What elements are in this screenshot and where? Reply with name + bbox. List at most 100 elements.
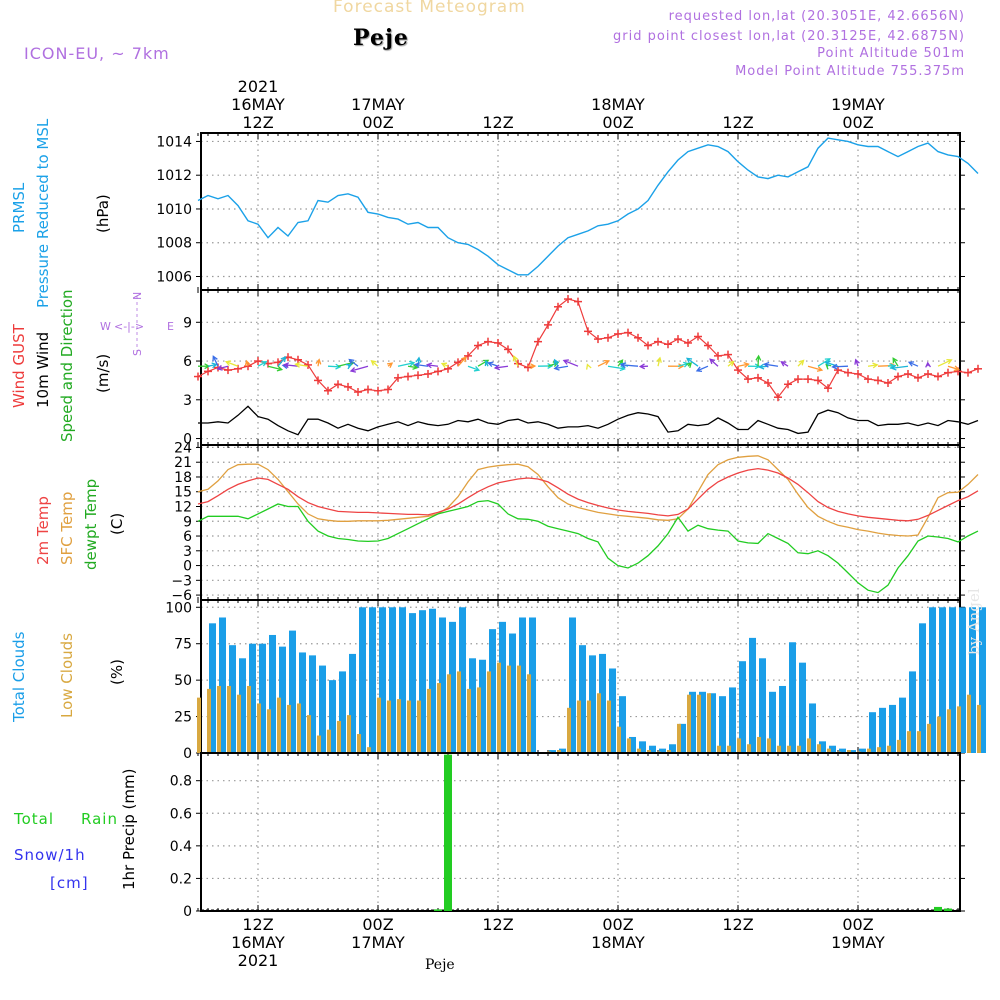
- direction-label: Speed and Direction: [58, 289, 76, 442]
- total-cloud-bar: [509, 633, 516, 753]
- y-tick-label: 12: [174, 500, 192, 516]
- low-cloud-bar: [697, 694, 701, 753]
- low-cloud-bar: [227, 685, 231, 753]
- low-cloud-bar: [737, 738, 741, 753]
- total-cloud-bar: [239, 658, 246, 753]
- compass-north: N: [131, 292, 144, 300]
- wind-direction-arrow: [277, 355, 287, 367]
- wind-direction-arrow: [387, 362, 394, 368]
- low-cloud-bar: [307, 715, 311, 753]
- wind-direction-arrow: [553, 364, 569, 371]
- low-cloud-bar: [327, 729, 331, 753]
- y-tick-label: 18: [174, 470, 192, 486]
- low-cloud-bar: [477, 687, 481, 753]
- low-cloud-bar: [627, 738, 631, 753]
- low-cloud-bar: [297, 703, 301, 753]
- total-cloud-bar: [699, 691, 706, 753]
- low-cloud-bar: [797, 745, 801, 753]
- panel-frame: [200, 132, 961, 291]
- wind-direction-arrow: [947, 365, 960, 372]
- low-cloud-bar: [767, 738, 771, 753]
- total-cloud-bar: [669, 744, 676, 753]
- total-cloud-bar: [299, 652, 306, 753]
- gust-marker: [584, 327, 592, 336]
- gust-marker: [384, 385, 392, 394]
- sfc-temp-label: SFC Temp: [58, 492, 76, 565]
- wind-direction-arrow: [607, 365, 626, 372]
- total-cloud-bar: [879, 707, 886, 753]
- total-clouds-label: Total Clouds: [10, 631, 28, 723]
- panel-frame: [200, 752, 961, 912]
- gust-marker: [484, 337, 492, 346]
- gust-marker: [644, 341, 652, 350]
- gust-marker: [944, 368, 952, 377]
- wind-speed-line: [198, 405, 979, 436]
- watermark: by Angel: [965, 588, 983, 655]
- gust-marker: [634, 333, 642, 342]
- wind-direction-arrow: [425, 362, 439, 369]
- gust-marker: [794, 375, 802, 384]
- low-cloud-bar: [757, 736, 761, 753]
- gust-marker: [604, 333, 612, 342]
- wind-direction-arrow: [667, 363, 685, 370]
- total-cloud-bar: [769, 691, 776, 753]
- y-tick-label: 1006: [156, 269, 192, 285]
- total-cloud-bar: [389, 607, 396, 753]
- wind-direction-arrow: [267, 365, 284, 372]
- top-time-label: 12Z: [242, 113, 273, 132]
- wind-direction-arrow: [737, 362, 750, 368]
- total-cloud-bar: [279, 646, 286, 753]
- total-cloud-bar: [439, 617, 446, 753]
- gust-marker: [564, 295, 572, 304]
- low-clouds-label: Low Clouds: [58, 633, 76, 718]
- gust-marker: [894, 372, 902, 381]
- wind-direction-arrow: [686, 362, 693, 369]
- gust-marker: [354, 388, 362, 397]
- total-cloud-bar: [929, 607, 936, 753]
- wind-direction-arrow: [512, 355, 519, 367]
- bottom-time-label: 18MAY: [591, 933, 645, 952]
- total-cloud-bar: [559, 748, 566, 753]
- gust-marker: [434, 367, 442, 376]
- gust-marker: [344, 382, 352, 391]
- gust-marker: [674, 335, 682, 344]
- low-cloud-bar: [527, 674, 531, 753]
- y-tick-label: 15: [174, 485, 192, 501]
- wind-direction-arrow: [892, 357, 899, 367]
- gust-marker: [524, 363, 532, 372]
- low-cloud-bar: [887, 745, 891, 753]
- total-cloud-bar: [219, 617, 226, 753]
- low-cloud-bar: [567, 707, 571, 753]
- low-cloud-bar: [687, 694, 691, 753]
- low-cloud-bar: [447, 674, 451, 753]
- total-cloud-bar: [329, 680, 336, 753]
- y-tick-label: 1008: [156, 236, 192, 252]
- requested-coordinates: requested lon,lat (20.3051E, 42.6656N): [668, 9, 965, 24]
- total-cloud-bar: [649, 745, 656, 753]
- top-time-label: 2021: [238, 77, 279, 96]
- gust-marker: [694, 332, 702, 341]
- top-time-label: 00Z: [602, 113, 633, 132]
- wind-direction-arrow: [207, 362, 218, 369]
- gust-marker: [874, 376, 882, 385]
- low-cloud-bar: [407, 700, 411, 753]
- wind-direction-arrow: [527, 363, 537, 370]
- low-cloud-bar: [867, 748, 871, 753]
- total-cloud-bar: [789, 642, 796, 753]
- low-cloud-bar: [237, 694, 241, 753]
- wind-unit: (m/s): [94, 354, 112, 393]
- total-cloud-bar: [909, 671, 916, 753]
- bottom-time-label: 00Z: [602, 915, 633, 934]
- model-label: ICON-EU, ~ 7km: [24, 44, 170, 63]
- total-cloud-bar: [399, 607, 406, 753]
- gust-marker: [194, 372, 202, 381]
- gust-marker: [614, 329, 622, 338]
- bottom-time-label: 2021: [238, 951, 279, 970]
- total-cloud-bar: [709, 693, 716, 753]
- model-point-altitude: Model Point Altitude 755.375m: [735, 64, 965, 79]
- gust-marker: [744, 375, 752, 384]
- wind-direction-arrow: [244, 359, 251, 367]
- top-time-label: 00Z: [362, 113, 393, 132]
- gust-marker: [364, 385, 372, 394]
- low-cloud-bar: [947, 709, 951, 753]
